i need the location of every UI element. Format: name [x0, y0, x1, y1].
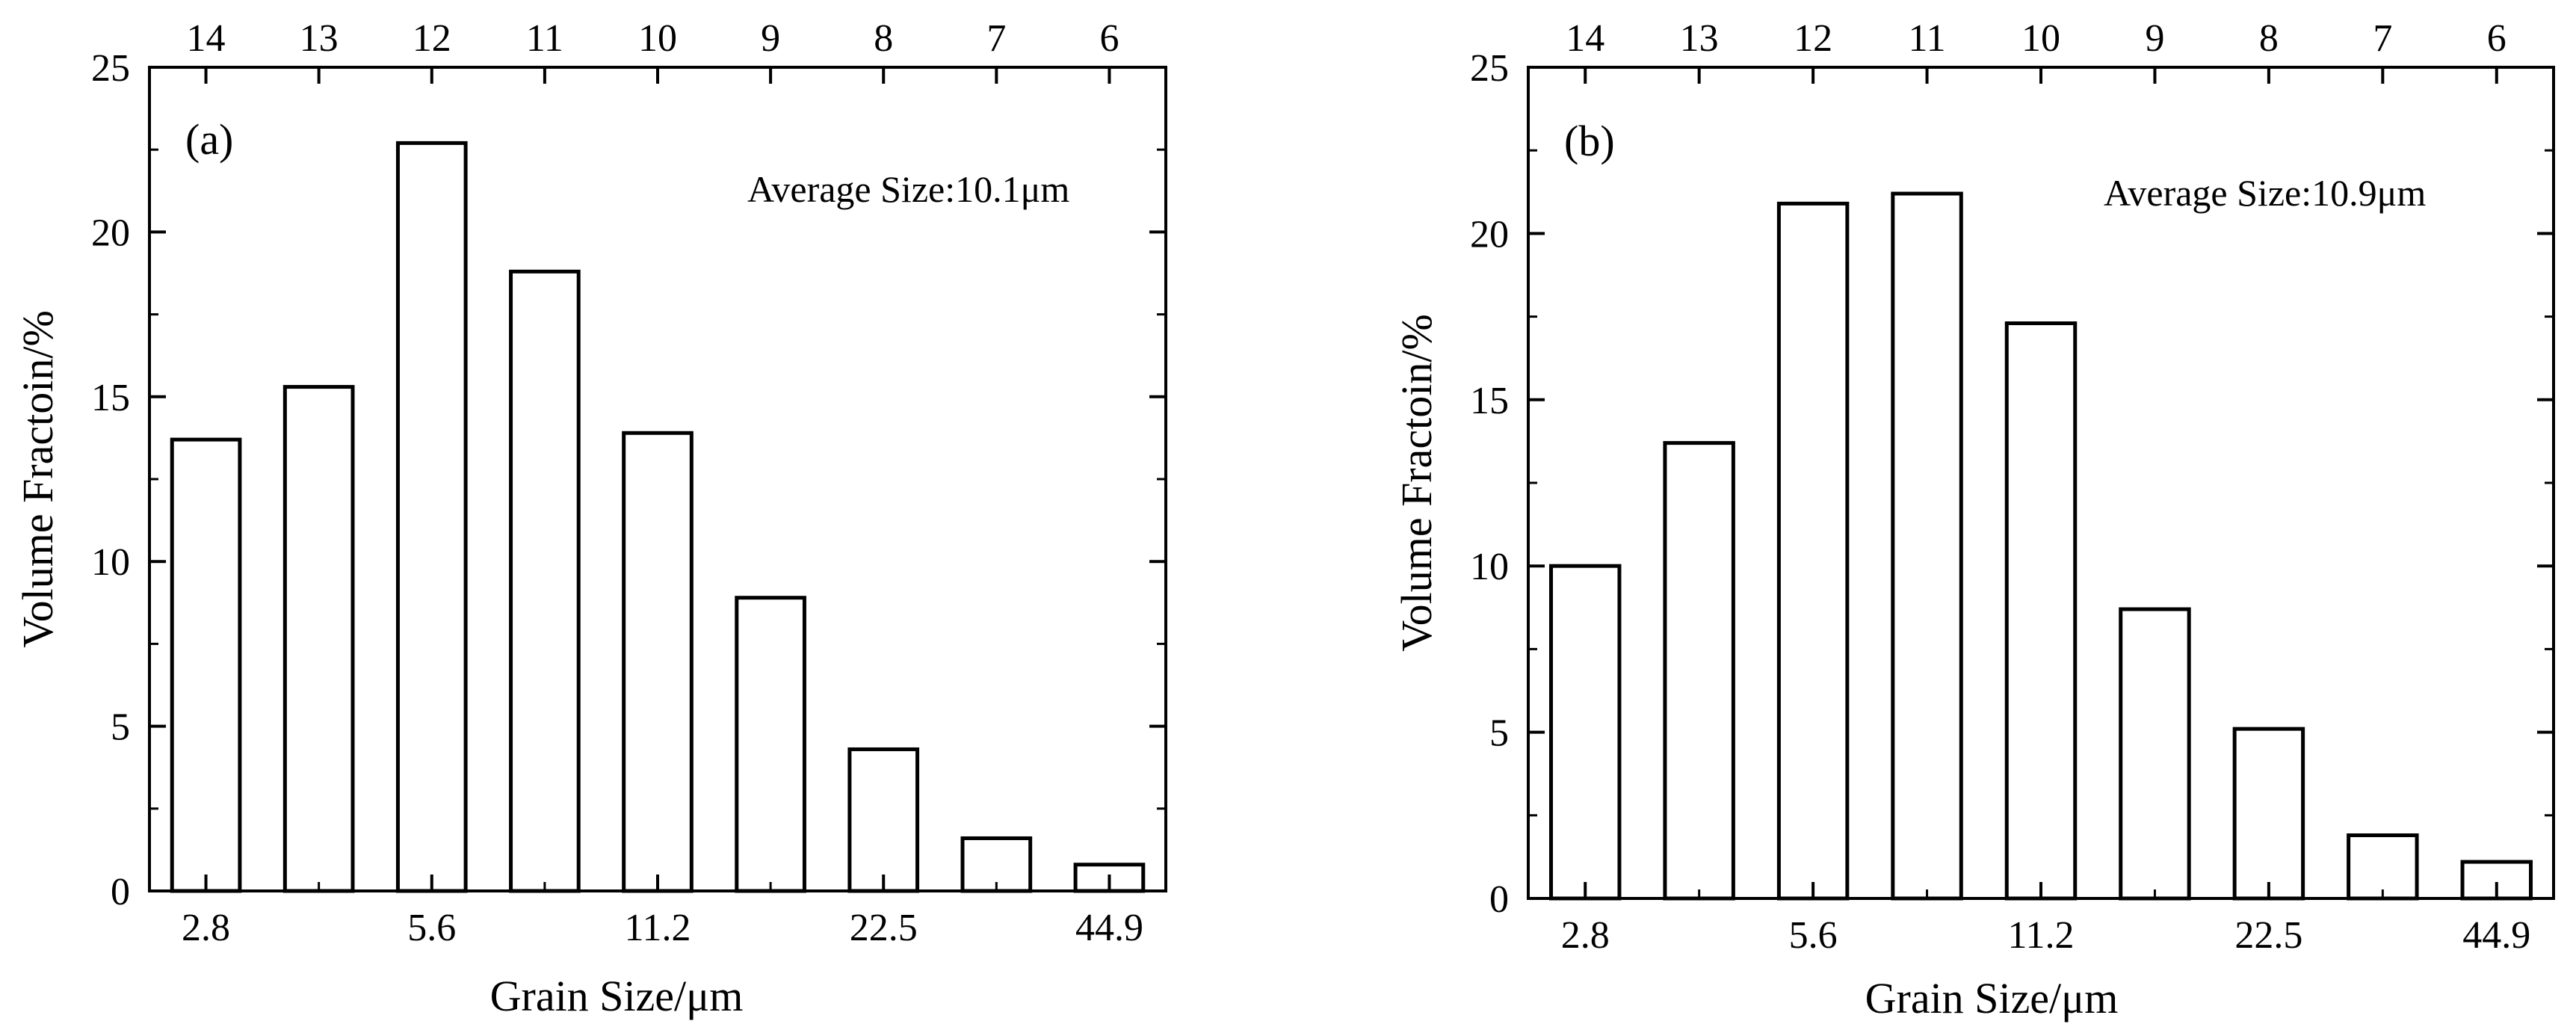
bar-8: [2232, 727, 2305, 901]
y-tick-label: 0: [1489, 878, 1509, 921]
y-tick-label: 15: [91, 377, 130, 419]
y-tick-label: 20: [91, 212, 130, 254]
y-tick-label: 10: [1470, 546, 1509, 588]
bar-10: [2004, 321, 2078, 901]
y-tick-label: 5: [111, 706, 130, 749]
y-axis: 0 5 10 15 20 25: [91, 47, 1166, 913]
top-axis: 14 13 12 11 10 9 8 7 6: [187, 17, 1119, 84]
top-tick-label: 11: [526, 17, 563, 60]
top-tick-label: 13: [300, 17, 339, 60]
x-tick-label: 2.8: [182, 907, 230, 949]
y-tick-label: 10: [91, 541, 130, 584]
panel-label: (b): [1564, 117, 1615, 165]
y-tick-label: 15: [1470, 380, 1509, 422]
top-tick-label: 12: [1794, 17, 1832, 60]
top-axis: 14 13 12 11 10 9 8 7 6: [1566, 17, 2506, 84]
y-tick-label: 0: [111, 871, 130, 913]
chart-panel-a: 0 5 10 15 20 25 14 13 12 11 10 9 8 7 6 2.8 5.6 11.2 22.5…: [13, 17, 1167, 1020]
bar-11: [1891, 191, 1963, 901]
bar-13: [282, 385, 355, 893]
y-tick-label: 20: [1470, 213, 1509, 256]
top-tick-label: 8: [874, 17, 893, 60]
bar-9: [735, 596, 806, 893]
x-tick-label: 5.6: [407, 907, 456, 949]
bar-11: [509, 269, 581, 893]
top-tick-label: 8: [2259, 17, 2279, 60]
bar-7: [2347, 833, 2419, 901]
bar-14: [1548, 564, 1622, 901]
bar-12: [395, 141, 468, 893]
average-size-annotation: Average Size:10.1μm: [747, 168, 1069, 210]
average-size-annotation: Average Size:10.9μm: [2104, 172, 2426, 214]
y-axis-title: Volume Fractoin/%: [1392, 314, 1441, 652]
top-tick-label: 13: [1680, 17, 1719, 60]
bar-8: [847, 747, 920, 893]
top-tick-label: 9: [761, 17, 780, 60]
bar-group: [1548, 191, 2533, 901]
top-tick-label: 14: [1566, 17, 1604, 60]
top-tick-label: 12: [413, 17, 451, 60]
x-tick-label: 11.2: [2007, 914, 2074, 957]
top-tick-label: 11: [1909, 17, 1946, 60]
x-tick-label: 5.6: [1789, 914, 1838, 957]
top-tick-label: 6: [1099, 17, 1119, 60]
x-axis: 2.8 5.6 11.2 22.5 44.9: [182, 875, 1143, 949]
bar-13: [1663, 441, 1735, 901]
top-tick-label: 14: [187, 17, 226, 60]
x-tick-label: 2.8: [1561, 914, 1610, 957]
panel-label: (a): [185, 115, 233, 164]
x-tick-label: 44.9: [1075, 907, 1143, 949]
y-axis: 0 5 10 15 20 25: [1470, 47, 2554, 921]
top-tick-label: 6: [2487, 17, 2506, 60]
y-tick-label: 25: [1470, 47, 1509, 90]
x-axis-title: Grain Size/μm: [490, 972, 744, 1020]
x-tick-label: 22.5: [850, 907, 918, 949]
chart-panel-b: 0 5 10 15 20 25 14 13 12 11 10 9 8 7 6 2.8 5.6 11.2 22.5…: [1392, 17, 2555, 1023]
bar-10: [622, 431, 694, 893]
top-tick-label: 10: [2021, 17, 2060, 60]
x-tick-label: 22.5: [2234, 914, 2302, 957]
y-tick-label: 5: [1489, 712, 1509, 755]
top-tick-label: 10: [638, 17, 677, 60]
y-tick-label: 25: [91, 47, 130, 90]
top-tick-label: 7: [2373, 17, 2392, 60]
y-axis-title: Volume Fractoin/%: [13, 310, 62, 648]
x-axis: 2.8 5.6 11.2 22.5 44.9: [1561, 882, 2530, 957]
x-axis-title: Grain Size/μm: [1865, 974, 2119, 1023]
bar-14: [170, 437, 242, 893]
top-tick-label: 9: [2145, 17, 2164, 60]
x-tick-label: 44.9: [2462, 914, 2530, 957]
bar-12: [1776, 201, 1850, 901]
top-tick-label: 7: [986, 17, 1006, 60]
bar-9: [2119, 607, 2191, 901]
bar-group: [170, 141, 1146, 893]
x-tick-label: 11.2: [624, 907, 691, 949]
